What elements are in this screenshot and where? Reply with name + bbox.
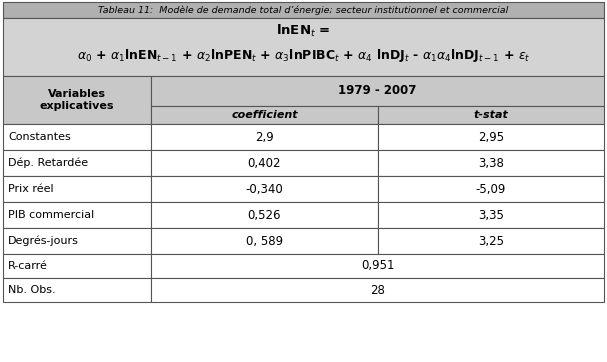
- Bar: [3, 228, 151, 254]
- Bar: [151, 254, 604, 278]
- Bar: [151, 176, 378, 202]
- Bar: [151, 76, 604, 106]
- Bar: [3, 124, 151, 150]
- Bar: [151, 150, 378, 176]
- Bar: [151, 124, 378, 150]
- Bar: [378, 106, 604, 124]
- Text: 2,9: 2,9: [255, 130, 274, 143]
- Text: $\alpha_0$ + $\alpha_1$lnEN$_{t-1}$ + $\alpha_2$lnPEN$_t$ + $\alpha_3$lnPIBC$_t$: $\alpha_0$ + $\alpha_1$lnEN$_{t-1}$ + $\…: [76, 47, 531, 64]
- Text: 1979 - 2007: 1979 - 2007: [338, 84, 416, 97]
- Text: 3,35: 3,35: [478, 209, 504, 222]
- Bar: [151, 106, 378, 124]
- Bar: [378, 124, 604, 150]
- Bar: [378, 150, 604, 176]
- Text: Variables
explicatives: Variables explicatives: [39, 89, 114, 111]
- Bar: [151, 278, 604, 302]
- Bar: [3, 254, 151, 278]
- Text: Dép. Retardée: Dép. Retardée: [8, 158, 88, 168]
- Bar: [378, 202, 604, 228]
- Text: 0,526: 0,526: [248, 209, 281, 222]
- Text: Constantes: Constantes: [8, 132, 71, 142]
- Text: Prix réel: Prix réel: [8, 184, 53, 194]
- Text: lnEN$_t$ =: lnEN$_t$ =: [276, 23, 331, 39]
- Text: -5,09: -5,09: [476, 182, 506, 195]
- Text: PIB commercial: PIB commercial: [8, 210, 94, 220]
- Bar: [3, 2, 604, 18]
- Text: 28: 28: [370, 283, 385, 296]
- Bar: [3, 76, 151, 124]
- Text: 3,25: 3,25: [478, 235, 504, 248]
- Bar: [378, 176, 604, 202]
- Text: Degrés-jours: Degrés-jours: [8, 236, 79, 246]
- Bar: [3, 150, 151, 176]
- Bar: [3, 18, 604, 76]
- Text: t-stat: t-stat: [473, 110, 509, 120]
- Text: Tableau 11:  Modèle de demande total d’énergie; secteur institutionnel et commer: Tableau 11: Modèle de demande total d’én…: [98, 5, 509, 15]
- Text: 0,951: 0,951: [361, 260, 395, 273]
- Text: -0,340: -0,340: [246, 182, 283, 195]
- Bar: [3, 176, 151, 202]
- Text: 0, 589: 0, 589: [246, 235, 283, 248]
- Text: 2,95: 2,95: [478, 130, 504, 143]
- Bar: [3, 278, 151, 302]
- Text: Nb. Obs.: Nb. Obs.: [8, 285, 56, 295]
- Bar: [151, 228, 378, 254]
- Text: R-carré: R-carré: [8, 261, 48, 271]
- Bar: [3, 202, 151, 228]
- Bar: [378, 228, 604, 254]
- Text: 3,38: 3,38: [478, 156, 504, 169]
- Text: 0,402: 0,402: [248, 156, 281, 169]
- Text: coefficient: coefficient: [231, 110, 298, 120]
- Bar: [151, 202, 378, 228]
